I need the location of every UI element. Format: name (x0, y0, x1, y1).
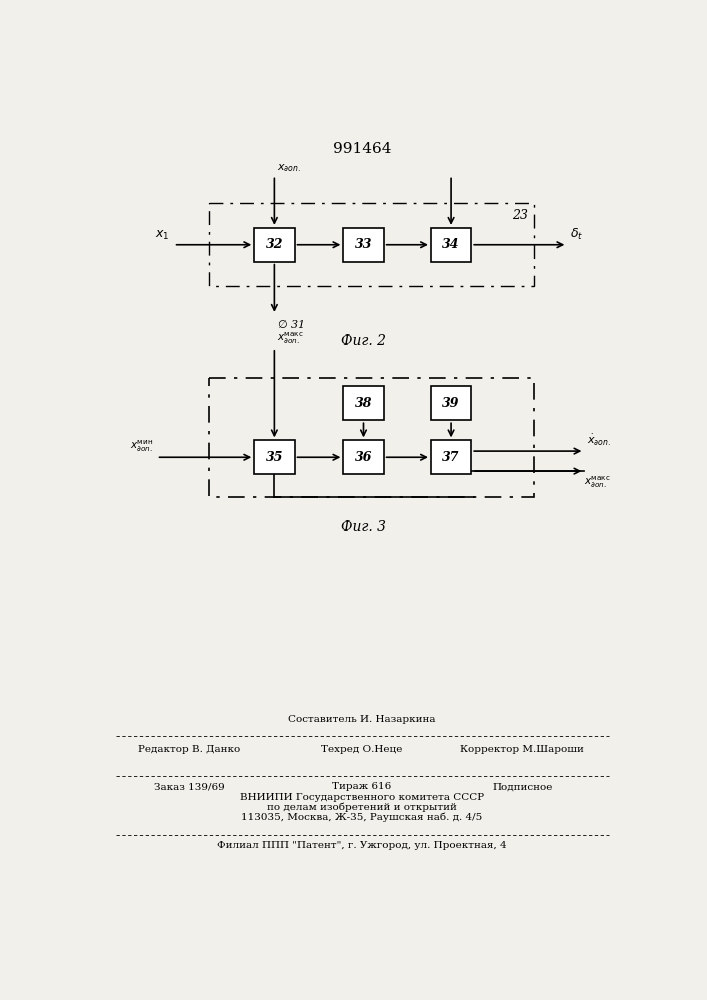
Text: 33: 33 (355, 238, 373, 251)
Text: $x^{\rm\text{макс}}_{\partial on.}$: $x^{\rm\text{макс}}_{\partial on.}$ (585, 474, 611, 490)
Text: $\delta_t$: $\delta_t$ (571, 227, 584, 242)
Bar (344, 386, 384, 420)
Text: Филиал ППП "Патент", г. Ужгород, ул. Проектная, 4: Филиал ППП "Патент", г. Ужгород, ул. Про… (217, 841, 507, 850)
Text: Фиг. 2: Фиг. 2 (341, 334, 386, 348)
Text: 35: 35 (266, 451, 283, 464)
Text: 34: 34 (443, 238, 460, 251)
Text: $x^{\rm\text{макс}}_{\partial on.}$: $x^{\rm\text{макс}}_{\partial on.}$ (277, 331, 304, 346)
Bar (344, 228, 384, 262)
Bar (431, 386, 472, 420)
Text: Корректор М.Шароши: Корректор М.Шароши (460, 745, 584, 754)
Text: 32: 32 (266, 238, 283, 251)
Text: $\emptyset$ 31: $\emptyset$ 31 (277, 318, 305, 330)
Text: Редактор В. Данко: Редактор В. Данко (138, 745, 240, 754)
Text: 23: 23 (512, 209, 528, 222)
Text: Составитель И. Назаркина: Составитель И. Назаркина (288, 715, 436, 724)
Text: $x_{\partial on.}$: $x_{\partial on.}$ (277, 162, 302, 174)
Bar (209, 203, 534, 286)
Text: Заказ 139/69: Заказ 139/69 (153, 782, 225, 791)
Bar (431, 228, 472, 262)
Bar (209, 378, 534, 497)
Text: 37: 37 (443, 451, 460, 464)
Text: Подписное: Подписное (492, 782, 553, 791)
Bar (255, 440, 295, 474)
Text: 113035, Москва, Ж-35, Раушская наб. д. 4/5: 113035, Москва, Ж-35, Раушская наб. д. 4… (241, 813, 483, 822)
Text: Техред О.Неце: Техред О.Неце (321, 745, 403, 754)
Text: по делам изобретений и открытий: по делам изобретений и открытий (267, 803, 457, 812)
Bar (344, 440, 384, 474)
Text: 39: 39 (443, 397, 460, 410)
Text: $\dot{x}_{\partial on.}$: $\dot{x}_{\partial on.}$ (588, 433, 612, 448)
Text: $x_1$: $x_1$ (156, 229, 170, 242)
Text: Тираж 616: Тираж 616 (332, 782, 392, 791)
Text: 991464: 991464 (333, 142, 391, 156)
Text: 36: 36 (355, 451, 373, 464)
Text: ВНИИПИ Государственного комитета СССР: ВНИИПИ Государственного комитета СССР (240, 793, 484, 802)
Text: $x^{\rm\text{мин}}_{\partial on.}$: $x^{\rm\text{мин}}_{\partial on.}$ (130, 439, 153, 454)
Bar (431, 440, 472, 474)
Bar (255, 228, 295, 262)
Text: Фиг. 3: Фиг. 3 (341, 520, 386, 534)
Text: 38: 38 (355, 397, 373, 410)
